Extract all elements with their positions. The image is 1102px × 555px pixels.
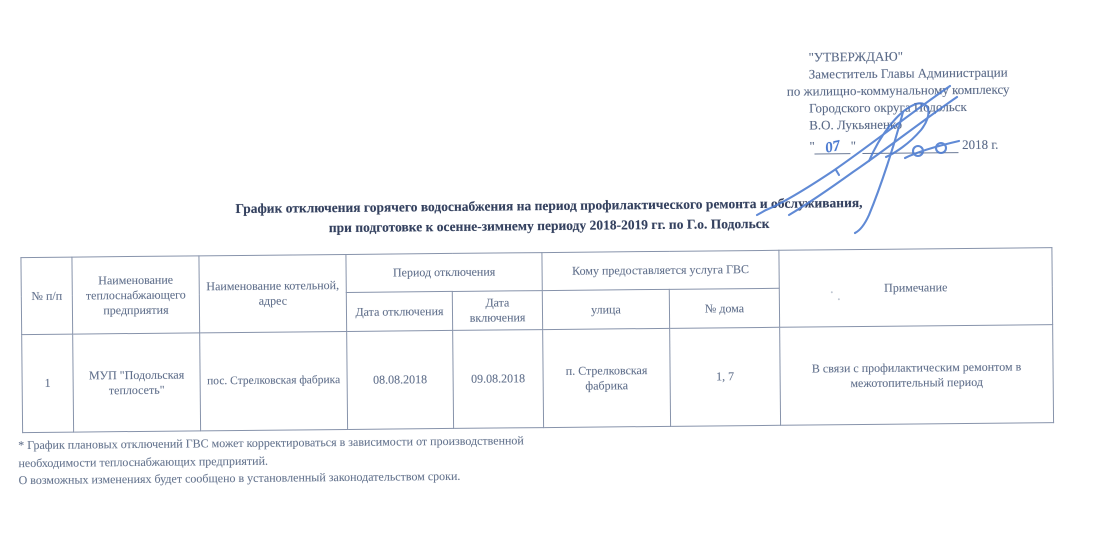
cell-house: 1, 7: [669, 327, 781, 427]
cell-date-off: 08.08.2018: [346, 330, 454, 430]
page-title: График отключения горячего водоснабжения…: [0, 191, 1100, 242]
header-date-off: Дата отключения: [346, 291, 453, 332]
approval-line-name: В.О. Лукьяненко: [809, 116, 903, 133]
cell-note: В связи с профилактическим ремонтом в ме…: [779, 324, 1054, 426]
cell-date-on: 09.08.2018: [452, 329, 544, 429]
date-year: 2018 г.: [961, 136, 999, 153]
header-boiler: Наименование котельной, адрес: [198, 254, 347, 333]
header-service: Кому предоставляется услуга ГВС: [541, 250, 780, 291]
table-header-row-1: № п/п Наименование теплоснабжающего пред…: [20, 247, 1053, 335]
scan-speck: [837, 298, 840, 301]
header-note: Примечание: [778, 247, 1053, 328]
cell-boiler: пос. Стрелковская фабрика: [199, 331, 348, 431]
handwritten-day: 07: [823, 137, 842, 157]
header-num: № п/п: [20, 257, 73, 335]
cell-company: МУП "Подольская теплосеть": [72, 332, 201, 433]
shutdown-schedule-table: № п/п Наименование теплоснабжающего пред…: [20, 247, 1054, 433]
header-period: Период отключения: [345, 252, 543, 293]
footnote: * График плановых отключений ГВС может к…: [18, 431, 618, 489]
table-row: 1 МУП "Подольская теплосеть" пос. Стрелк…: [21, 324, 1054, 433]
date-month-blank: [861, 137, 959, 155]
cell-street: п. Стрелковская фабрика: [542, 328, 671, 428]
date-day-slot: 07: [814, 138, 851, 157]
scan-speck: [830, 291, 833, 294]
approval-date-line: " 07 " 2018 г.: [809, 135, 1057, 157]
header-date-on: Дата включения: [452, 290, 543, 331]
header-street: улица: [542, 289, 670, 330]
header-house: № дома: [669, 288, 780, 329]
approval-block: "УТВЕРЖДАЮ" Заместитель Главы Администра…: [786, 46, 1057, 157]
date-close-quote: ": [850, 138, 857, 154]
cell-num: 1: [21, 334, 74, 433]
header-company: Наименование теплоснабжающего предприяти…: [71, 255, 200, 335]
